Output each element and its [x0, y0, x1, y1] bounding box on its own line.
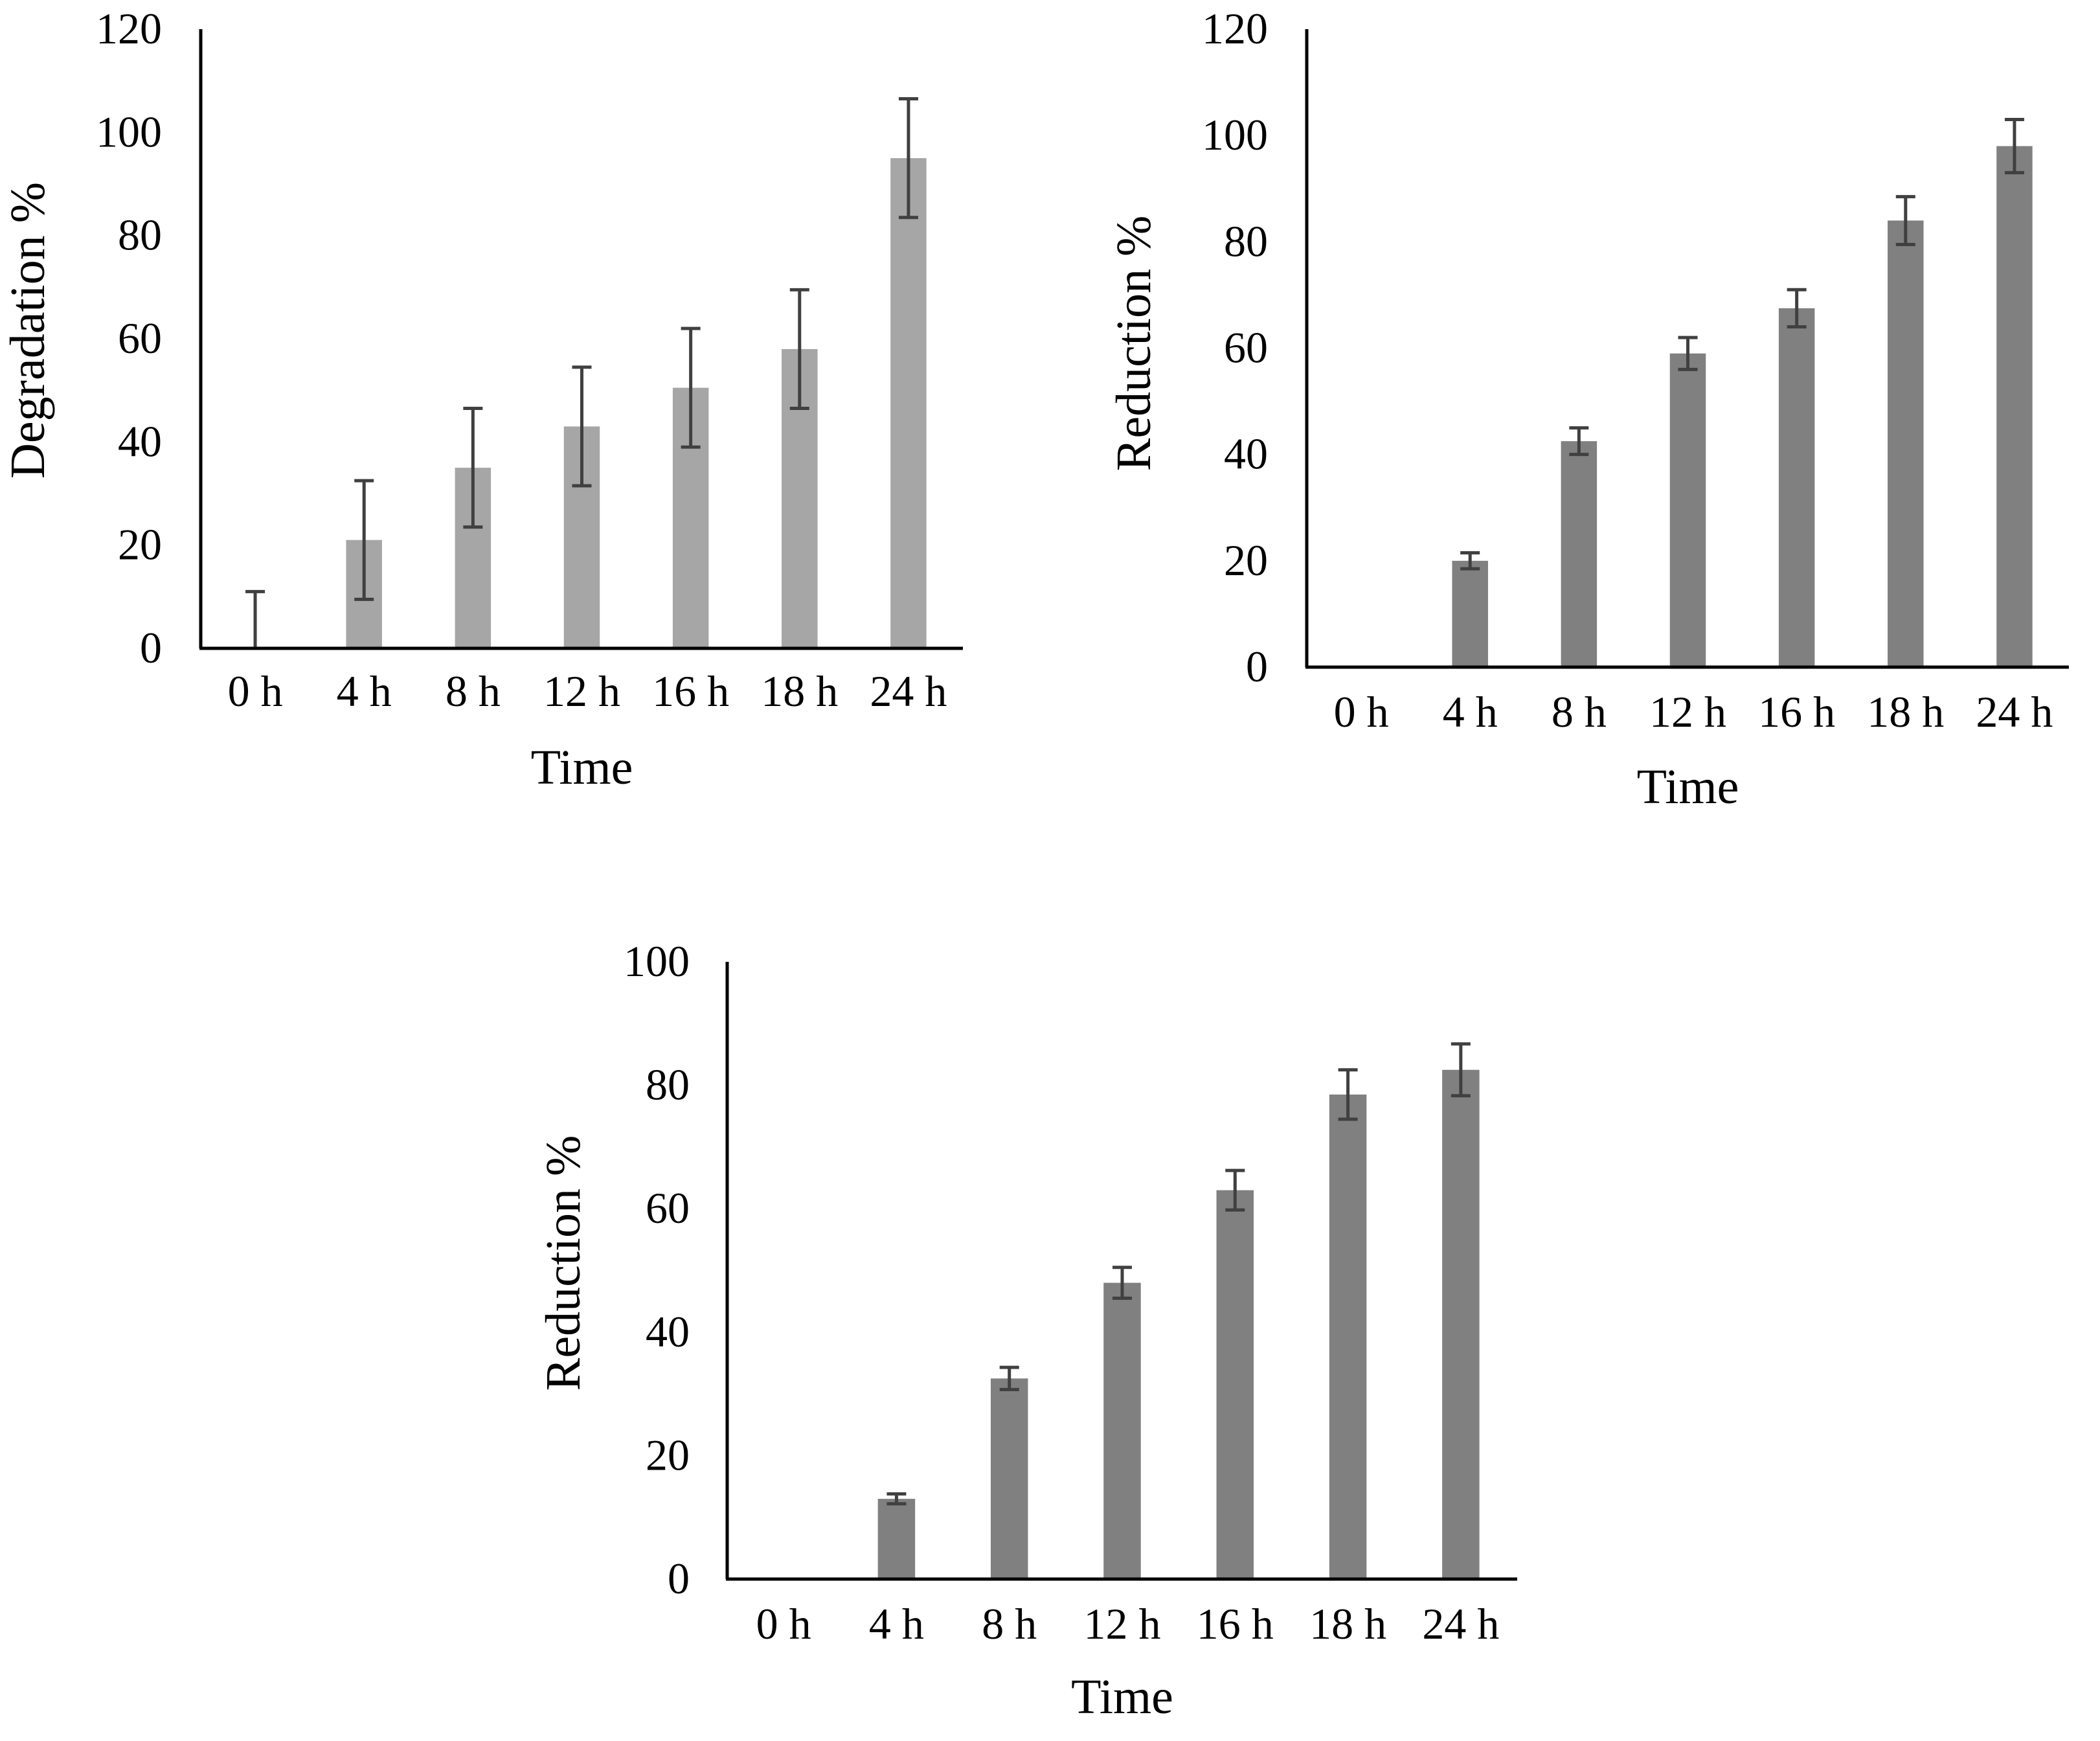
- y-tick-label: 0: [1246, 642, 1268, 691]
- x-axis-title: Time: [1071, 1670, 1173, 1724]
- bar: [1561, 441, 1598, 667]
- x-category-label: 4 h: [337, 666, 392, 716]
- y-tick-label: 20: [1224, 536, 1268, 585]
- error-bar: [999, 1365, 1019, 1391]
- x-category-label: 4 h: [869, 1599, 924, 1648]
- bar: [877, 1499, 916, 1579]
- error-bar: [1787, 288, 1807, 329]
- error-bar: [898, 97, 918, 220]
- y-tick-label: 20: [646, 1430, 690, 1479]
- y-tick-label: 100: [624, 937, 690, 986]
- y-tick-label: 100: [96, 107, 162, 156]
- error-bar: [1451, 1042, 1471, 1098]
- x-axis-title: Time: [531, 740, 633, 795]
- x-category-label: 16 h: [1197, 1599, 1274, 1648]
- y-tick-label: 0: [668, 1554, 690, 1603]
- x-category-label: 24 h: [1976, 687, 2053, 736]
- error-bar: [354, 479, 374, 601]
- bar: [1996, 146, 2033, 668]
- x-category-label: 8 h: [1552, 687, 1607, 736]
- y-axis-title: Reduction %: [536, 1135, 591, 1391]
- x-category-label: 12 h: [543, 666, 620, 716]
- chart-panel-1: 0 20 40 60 80 100 120 0 h 4 h 8 h 12 h 16 h 18 h 24 h…: [1, 4, 963, 795]
- x-category-label: 0 h: [1334, 687, 1389, 736]
- x-category-label: 12 h: [1084, 1599, 1161, 1648]
- error-bar: [245, 589, 265, 648]
- bar: [1329, 1094, 1367, 1579]
- error-bar: [1338, 1068, 1358, 1121]
- y-tick-label: 120: [1202, 4, 1268, 53]
- bar: [1452, 560, 1488, 667]
- y-tick-label: 60: [118, 313, 162, 363]
- y-tick-label: 40: [1224, 429, 1268, 479]
- x-category-label: 0 h: [756, 1599, 811, 1648]
- bar: [1103, 1282, 1141, 1579]
- error-bar: [789, 288, 809, 411]
- x-category-label: 24 h: [1422, 1599, 1499, 1648]
- x-category-label: 18 h: [1867, 687, 1944, 736]
- bar: [1442, 1069, 1480, 1579]
- y-axis-title: Degradation %: [1, 182, 55, 479]
- bar: [890, 158, 927, 648]
- x-category-label: 8 h: [982, 1599, 1037, 1648]
- x-category-label: 18 h: [1309, 1599, 1386, 1648]
- error-bar: [1678, 336, 1698, 371]
- y-tick-label: 80: [1224, 216, 1268, 266]
- x-category-label: 18 h: [761, 666, 838, 716]
- x-category-label: 8 h: [446, 666, 501, 716]
- error-bar: [572, 365, 592, 488]
- error-bar: [1569, 426, 1589, 457]
- bar: [1888, 220, 1924, 667]
- x-category-label: 12 h: [1649, 687, 1726, 736]
- error-bar: [681, 326, 701, 449]
- chart-panel-2: 0 20 40 60 80 100 120 0 h 4 h 8 h 12 h 16 h 18 h 24 h…: [1107, 4, 2069, 814]
- bar: [1778, 308, 1815, 667]
- bar: [990, 1378, 1028, 1579]
- x-category-label: 4 h: [1443, 687, 1498, 736]
- y-tick-label: 20: [118, 520, 162, 569]
- bar: [1669, 353, 1706, 667]
- y-tick-label: 60: [1224, 323, 1268, 372]
- error-bar: [463, 407, 483, 529]
- x-category-label: 16 h: [652, 666, 729, 716]
- x-category-label: 24 h: [870, 666, 947, 716]
- bar: [1216, 1190, 1254, 1579]
- x-category-label: 16 h: [1758, 687, 1835, 736]
- error-bar: [1112, 1266, 1132, 1300]
- chart-panel-3: 0 20 40 60 80 100 0 h 4 h 8 h 12 h 16 h 18 h 24 h Tim…: [536, 937, 1517, 1724]
- error-bar: [1460, 551, 1480, 571]
- x-category-label: 0 h: [228, 666, 283, 716]
- error-bar: [1225, 1168, 1245, 1212]
- y-tick-label: 120: [96, 4, 162, 53]
- y-axis-title: Reduction %: [1107, 216, 1161, 472]
- y-tick-label: 0: [140, 623, 162, 672]
- y-tick-label: 100: [1202, 110, 1268, 159]
- y-tick-label: 40: [646, 1307, 690, 1356]
- error-bar: [1895, 195, 1915, 246]
- y-tick-label: 40: [118, 416, 162, 466]
- y-tick-label: 80: [118, 211, 162, 260]
- y-tick-label: 60: [646, 1183, 690, 1233]
- x-axis-title: Time: [1637, 760, 1739, 814]
- y-tick-label: 80: [646, 1060, 690, 1109]
- error-bar: [886, 1492, 907, 1506]
- error-bar: [2004, 118, 2024, 175]
